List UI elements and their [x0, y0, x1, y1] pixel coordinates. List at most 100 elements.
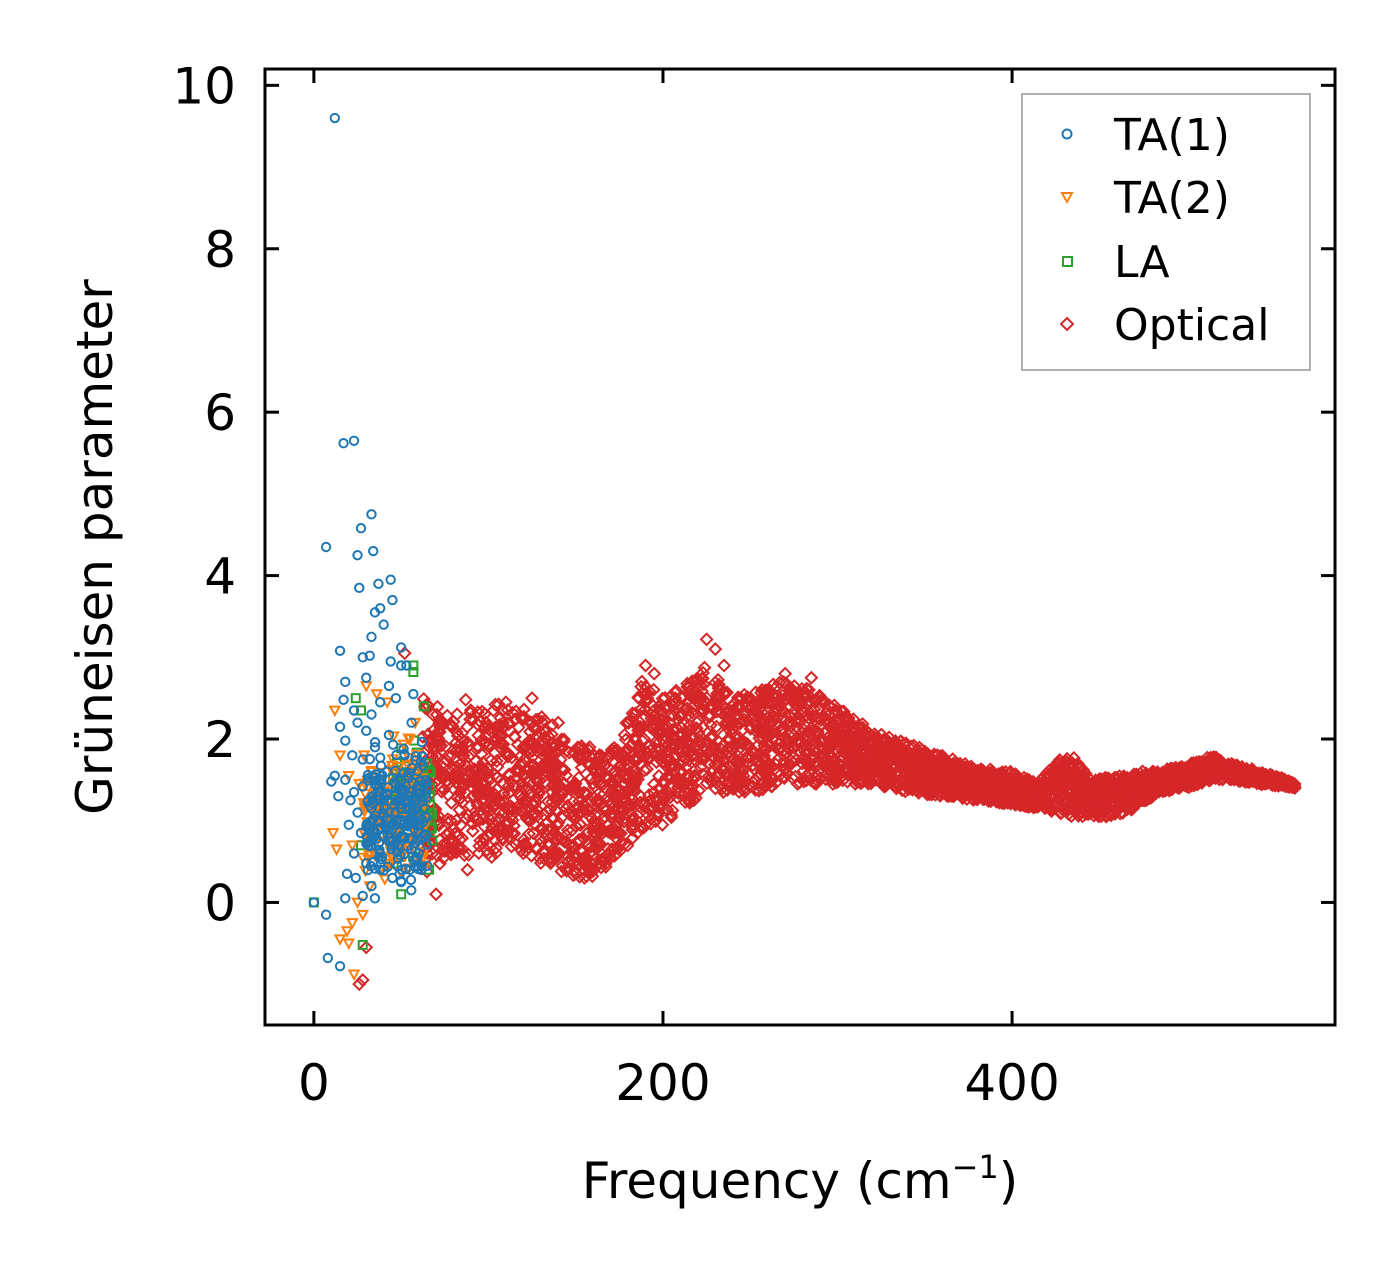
- optical-point: [828, 714, 843, 729]
- optical-point: [900, 759, 915, 774]
- optical-point: [467, 773, 482, 788]
- optical-point: [429, 887, 444, 902]
- ta1-point: [390, 779, 402, 790]
- optical-point: [1009, 770, 1024, 785]
- ta1-point: [385, 574, 396, 585]
- optical-point: [756, 764, 771, 779]
- optical-point: [582, 740, 597, 755]
- optical-point: [691, 713, 706, 728]
- ta1-point: [385, 656, 396, 667]
- optical-point: [639, 762, 654, 777]
- optical-point: [810, 774, 825, 789]
- optical-point: [460, 719, 475, 734]
- ta1-point: [355, 827, 367, 839]
- optical-point: [780, 678, 795, 693]
- ta1-point: [411, 794, 423, 805]
- optical-point: [477, 831, 492, 847]
- optical-point: [740, 749, 755, 764]
- optical-point: [844, 731, 859, 746]
- axis-ticks: 0 200 400 0 2 4 6 8 10: [172, 57, 1335, 1112]
- optical-point: [744, 719, 759, 734]
- legend-item-optical: Optical: [1059, 300, 1269, 351]
- legend-item-la: LA: [1062, 237, 1170, 288]
- optical-point: [1237, 763, 1252, 778]
- optical-point: [784, 753, 799, 768]
- optical-point: [727, 781, 742, 796]
- optical-point: [1018, 799, 1033, 814]
- ta1-point: [329, 112, 341, 124]
- ta2-point: [356, 909, 370, 922]
- optical-point: [838, 709, 853, 724]
- optical-point: [477, 719, 492, 734]
- ta1-point: [357, 754, 368, 765]
- optical-point: [841, 753, 856, 768]
- optical-point: [646, 799, 661, 815]
- optical-point: [1255, 770, 1270, 785]
- ta1-point: [406, 834, 418, 845]
- ta2-point: [328, 705, 342, 718]
- optical-point: [498, 695, 513, 710]
- optical-point: [1032, 778, 1047, 793]
- optical-point: [1286, 776, 1301, 791]
- optical-point: [618, 743, 633, 758]
- optical-point: [578, 849, 593, 864]
- optical-point: [440, 812, 455, 827]
- optical-point: [1229, 772, 1244, 787]
- optical-point: [1057, 770, 1072, 785]
- ta1-point: [366, 803, 377, 814]
- optical-point: [1200, 750, 1215, 765]
- optical-point: [560, 861, 575, 876]
- optical-point: [946, 756, 961, 771]
- optical-point: [442, 776, 457, 791]
- optical-point: [473, 833, 488, 848]
- la-point: [408, 660, 419, 671]
- ta1-point: [416, 736, 428, 748]
- optical-point: [475, 760, 490, 775]
- optical-point: [631, 723, 646, 738]
- optical-point: [662, 734, 677, 749]
- optical-point: [532, 851, 547, 866]
- ta2-point: [345, 918, 359, 930]
- optical-point: [352, 977, 367, 992]
- optical-point: [530, 781, 545, 796]
- optical-point: [1087, 788, 1102, 803]
- optical-point: [784, 719, 799, 734]
- optical-point: [593, 758, 608, 773]
- legend: TA(1) TA(2) LA Optical: [1021, 93, 1311, 371]
- optical-point: [947, 775, 962, 790]
- ta1-point: [416, 831, 428, 843]
- optical-point: [589, 834, 604, 849]
- optical-point: [840, 715, 855, 730]
- optical-point: [940, 782, 955, 797]
- ta1-point: [406, 843, 417, 855]
- ta1-point: [414, 776, 425, 787]
- optical-point: [438, 739, 453, 754]
- optical-point: [949, 761, 964, 776]
- optical-point: [732, 784, 747, 799]
- ta1-point: [357, 781, 368, 792]
- optical-point: [982, 775, 997, 790]
- optical-point: [712, 750, 727, 765]
- optical-point: [843, 756, 858, 771]
- optical-point: [452, 744, 467, 759]
- ta2-point: [370, 689, 384, 701]
- optical-point: [1071, 781, 1086, 796]
- optical-point: [633, 719, 648, 734]
- optical-point: [1041, 800, 1056, 815]
- optical-point: [720, 782, 735, 797]
- optical-point: [1177, 778, 1192, 793]
- optical-point: [445, 835, 460, 850]
- optical-point: [1021, 778, 1036, 793]
- optical-point: [946, 765, 961, 780]
- optical-point: [677, 717, 692, 732]
- optical-point: [708, 675, 723, 690]
- optical-point: [930, 748, 945, 763]
- la-point: [357, 939, 368, 950]
- optical-point: [798, 708, 813, 723]
- optical-point: [1071, 808, 1086, 823]
- optical-point: [541, 757, 556, 772]
- optical-point: [764, 779, 779, 794]
- optical-point: [1039, 766, 1054, 781]
- optical-point: [640, 691, 655, 706]
- optical-point: [573, 817, 588, 832]
